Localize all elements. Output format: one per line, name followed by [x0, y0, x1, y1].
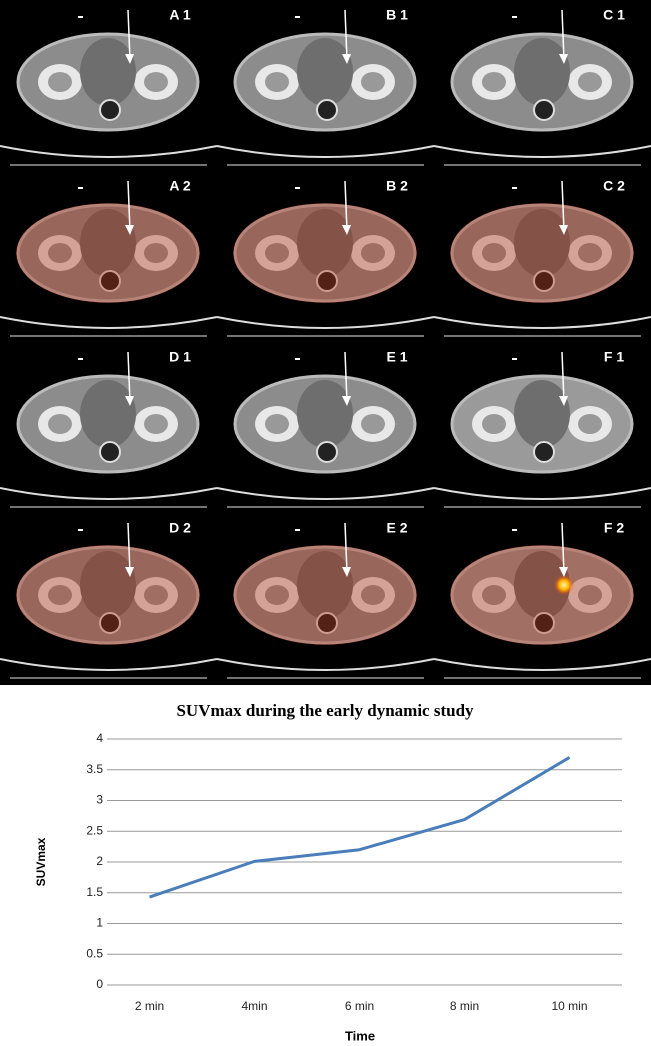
bone-inner — [578, 414, 602, 434]
y-tick-label: 2.5 — [86, 823, 103, 837]
x-tick-label: 6 min — [345, 999, 374, 1013]
bone-inner — [482, 72, 506, 92]
bone-inner — [578, 72, 602, 92]
figure: A 1 B 1 C 1 A 2 B 2 C 2 D 1 E 1 F 1 D 2 E 2 F 2 SUV… — [0, 0, 651, 1046]
y-tick-label: 0 — [96, 977, 103, 991]
pet-overlay — [233, 545, 417, 645]
panel-label: A 1 — [169, 7, 190, 23]
bladder — [297, 38, 353, 106]
pet-overlay — [16, 545, 200, 645]
panel-label: D 1 — [169, 349, 191, 365]
chart-title: SUVmax during the early dynamic study — [176, 701, 474, 720]
panel-label: E 1 — [386, 349, 407, 365]
panel-label: D 2 — [169, 520, 191, 536]
y-tick-label: 0.5 — [86, 946, 103, 960]
y-tick-label: 1 — [96, 916, 103, 930]
panel-label: B 2 — [386, 178, 408, 194]
bone-inner — [265, 414, 289, 434]
marker — [78, 358, 83, 360]
bladder — [514, 38, 570, 106]
rectum — [317, 442, 337, 462]
rectum — [317, 100, 337, 120]
panel-label: C 2 — [603, 178, 625, 194]
bladder — [514, 380, 570, 448]
x-axis-label: Time — [345, 1028, 375, 1043]
bone-inner — [482, 414, 506, 434]
rectum — [100, 100, 120, 120]
bladder — [80, 38, 136, 106]
bone-inner — [144, 72, 168, 92]
y-axis-label: SUVmax — [34, 837, 48, 886]
bone-inner — [361, 414, 385, 434]
marker — [295, 16, 300, 18]
panel-label: F 1 — [604, 349, 624, 365]
marker — [78, 529, 83, 531]
x-tick-label: 8 min — [450, 999, 479, 1013]
y-tick-label: 3.5 — [86, 762, 103, 776]
marker — [512, 358, 517, 360]
bone-inner — [48, 72, 72, 92]
data-line — [150, 757, 570, 897]
bone-inner — [144, 414, 168, 434]
x-tick-label: 2 min — [135, 999, 164, 1013]
panel-label: A 2 — [169, 178, 190, 194]
rectum — [100, 442, 120, 462]
panel-label: C 1 — [603, 7, 625, 23]
marker — [295, 358, 300, 360]
x-tick-label: 10 min — [551, 999, 587, 1013]
marker — [78, 187, 83, 189]
chart: 0 0.5 1 1.5 2 2.5 3 3.5 4 2 min 4min 6 min 8 min 10 m… — [86, 731, 622, 1013]
bladder — [80, 380, 136, 448]
panel-label: E 2 — [386, 520, 407, 536]
marker — [512, 529, 517, 531]
bone-inner — [361, 72, 385, 92]
pet-overlay — [233, 203, 417, 303]
marker — [512, 187, 517, 189]
uptake-spot — [554, 575, 574, 595]
marker — [78, 16, 83, 18]
panel-label: F 2 — [604, 520, 624, 536]
bladder — [297, 380, 353, 448]
rectum — [534, 442, 554, 462]
marker — [295, 187, 300, 189]
y-tick-label: 2 — [96, 854, 103, 868]
y-tick-label: 4 — [96, 731, 103, 745]
pet-overlay — [16, 203, 200, 303]
pet-overlay — [450, 203, 634, 303]
bone-inner — [265, 72, 289, 92]
marker — [512, 16, 517, 18]
y-tick-label: 3 — [96, 793, 103, 807]
y-tick-label: 1.5 — [86, 885, 103, 899]
bone-inner — [48, 414, 72, 434]
rectum — [534, 100, 554, 120]
marker — [295, 529, 300, 531]
x-tick-label: 4min — [241, 999, 267, 1013]
pet-overlay — [450, 545, 634, 645]
panel-label: B 1 — [386, 7, 408, 23]
